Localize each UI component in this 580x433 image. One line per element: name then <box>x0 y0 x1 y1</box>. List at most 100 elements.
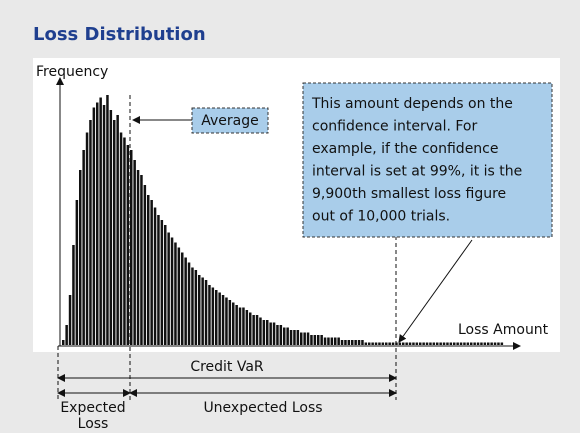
bar <box>483 342 487 345</box>
bar <box>351 340 354 345</box>
bar <box>109 110 113 345</box>
unexpected-loss-label: Unexpected Loss <box>203 400 322 416</box>
bar <box>490 342 493 345</box>
bar <box>102 105 106 345</box>
bar <box>252 315 255 345</box>
note-text: This amount depends on the <box>311 96 513 112</box>
bar <box>116 115 119 345</box>
bar <box>181 252 184 345</box>
bar <box>272 322 276 345</box>
bar <box>92 107 96 345</box>
bar <box>204 280 208 345</box>
bar <box>408 342 412 345</box>
note-text: interval is set at 99%, it is the <box>312 164 522 180</box>
x-axis-label: Loss Amount <box>458 322 549 338</box>
note-text: example, if the confidence <box>312 141 499 157</box>
bar <box>344 340 347 345</box>
average-label: Average <box>201 113 259 129</box>
bar <box>330 337 334 345</box>
bar <box>276 325 279 345</box>
bar <box>487 342 490 345</box>
bar <box>364 342 368 345</box>
bar <box>429 342 432 345</box>
bar <box>249 312 252 345</box>
bar <box>405 342 408 345</box>
bar <box>215 290 218 345</box>
bar <box>439 342 442 345</box>
bar <box>174 242 177 345</box>
note-text: 9,900th smallest loss figure <box>312 186 506 202</box>
bar <box>497 342 500 345</box>
bar <box>317 335 320 345</box>
note-text: out of 10,000 trials. <box>312 209 450 225</box>
bar <box>238 307 242 345</box>
bar <box>480 342 483 345</box>
bar <box>82 150 85 345</box>
bar <box>143 185 147 345</box>
bar <box>385 342 388 345</box>
bar <box>65 325 68 345</box>
bar <box>68 295 72 345</box>
bar <box>72 245 75 345</box>
bar <box>453 342 456 345</box>
bar <box>136 170 140 345</box>
bar <box>283 327 286 345</box>
bar <box>96 102 99 345</box>
bar <box>327 337 330 345</box>
bar <box>167 232 170 345</box>
bar <box>310 335 313 345</box>
bar <box>436 342 439 345</box>
bar <box>500 342 504 345</box>
bar <box>184 257 187 345</box>
bar <box>398 342 402 345</box>
note-arrow <box>398 239 473 343</box>
bar <box>259 317 262 345</box>
bar <box>473 342 476 345</box>
bar <box>306 332 310 345</box>
bar <box>402 342 405 345</box>
bar <box>221 295 225 345</box>
bar <box>286 327 289 345</box>
bar <box>235 305 238 345</box>
bar <box>89 120 92 345</box>
bar <box>150 200 153 345</box>
bar <box>130 150 133 345</box>
bar <box>442 342 446 345</box>
bar <box>313 335 317 345</box>
bar <box>354 340 357 345</box>
bar <box>106 95 109 345</box>
bar <box>140 175 143 345</box>
bar <box>459 342 463 345</box>
bar <box>463 342 466 345</box>
bar <box>361 340 364 345</box>
bar <box>340 340 344 345</box>
bar <box>164 225 167 345</box>
bar <box>391 342 395 345</box>
bar <box>211 287 215 345</box>
bar <box>157 215 160 345</box>
bar <box>425 342 429 345</box>
bar <box>123 137 126 345</box>
bar <box>296 330 300 345</box>
bar <box>228 300 232 345</box>
bar <box>79 170 82 345</box>
bar <box>415 342 419 345</box>
bar <box>201 277 204 345</box>
bar <box>262 320 266 345</box>
bar <box>470 342 473 345</box>
bar <box>119 132 123 345</box>
bar <box>334 337 337 345</box>
bar <box>432 342 436 345</box>
note-text: confidence interval. For <box>312 119 477 135</box>
bar <box>388 342 391 345</box>
bar <box>381 342 385 345</box>
bar <box>323 337 327 345</box>
bar <box>255 315 259 345</box>
bar <box>113 120 116 345</box>
bar <box>422 342 425 345</box>
bar <box>133 160 136 345</box>
bar <box>147 195 150 345</box>
bar <box>245 310 249 345</box>
bar <box>218 292 221 345</box>
